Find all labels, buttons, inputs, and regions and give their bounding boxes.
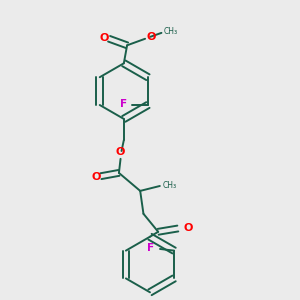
Text: O: O bbox=[146, 32, 156, 43]
Text: CH₃: CH₃ bbox=[164, 27, 178, 36]
Text: F: F bbox=[147, 243, 155, 253]
Text: O: O bbox=[183, 223, 192, 233]
Text: O: O bbox=[116, 147, 125, 157]
Text: F: F bbox=[119, 99, 127, 110]
Text: O: O bbox=[99, 33, 109, 43]
Text: CH₃: CH₃ bbox=[162, 181, 177, 190]
Text: O: O bbox=[91, 172, 100, 182]
